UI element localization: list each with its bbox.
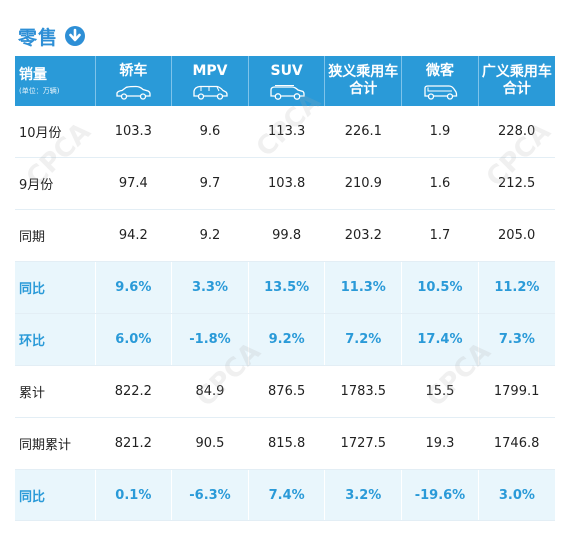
table-cell: 19.3 [401, 417, 479, 470]
table-cell: 9.6 [171, 106, 249, 158]
mpv-icon [193, 85, 228, 100]
table-cell: 821.2 [95, 417, 172, 470]
table-header-row: 销量 (单位：万辆) 轿车 MPV [15, 56, 555, 106]
minivan-icon [424, 84, 458, 100]
row-label: 10月份 [15, 106, 95, 158]
header-cell-sedan: 轿车 [95, 56, 173, 106]
table-cell: 9.6% [94, 261, 172, 314]
header-cell-suv: SUV [248, 56, 326, 106]
table-cell: 103.3 [95, 106, 172, 158]
table-cell: 3.0% [477, 469, 555, 521]
table-cell: 84.9 [171, 365, 249, 418]
table-cell: 203.2 [324, 209, 402, 262]
table-cell: 9.2 [171, 209, 249, 262]
header-cell-label: 销量 (单位：万辆) [15, 56, 96, 106]
header-label: 微客 [425, 62, 454, 79]
table-row: 累计 822.2 84.9 876.5 1783.5 15.5 1799.1 [15, 365, 555, 418]
suv-icon [269, 84, 305, 100]
table-cell: 6.0% [94, 313, 172, 366]
table-cell: 15.5 [401, 365, 479, 418]
table-cell: 7.3% [477, 313, 555, 366]
sedan-icon [116, 85, 151, 100]
header-label-main: 销量 [19, 66, 47, 83]
table-cell: -1.8% [171, 313, 249, 366]
row-label: 同期累计 [15, 417, 95, 470]
table-cell: -6.3% [171, 469, 249, 521]
table-cell: 1783.5 [324, 365, 402, 418]
table-cell: 1.7 [401, 209, 479, 262]
table-cell: 13.5% [247, 261, 325, 314]
row-label: 同期 [15, 209, 95, 262]
table-cell: 113.3 [248, 106, 325, 158]
table-cell: 3.3% [171, 261, 249, 314]
page-title: 零售 [18, 26, 59, 49]
header-label: 轿车 [119, 62, 148, 79]
table-cell: 90.5 [171, 417, 249, 470]
header-label-unit: (单位：万辆) [19, 86, 60, 95]
row-label: 环比 [15, 313, 95, 366]
table-cell: 226.1 [324, 106, 402, 158]
table-cell: 1727.5 [324, 417, 402, 470]
table-row: 同比 0.1% -6.3% 7.4% 3.2% -19.6% 3.0% [15, 469, 555, 521]
table-cell: 7.4% [247, 469, 325, 521]
table-cell: 1.6 [401, 157, 479, 210]
table-cell: 11.2% [477, 261, 555, 314]
sales-table: 销量 (单位：万辆) 轿车 MPV [15, 56, 555, 521]
table-cell: 876.5 [248, 365, 325, 418]
row-label: 累计 [15, 365, 95, 418]
table-row: 10月份 103.3 9.6 113.3 226.1 1.9 228.0 [15, 106, 555, 158]
row-label: 9月份 [15, 157, 95, 210]
header-label: MPV [192, 62, 228, 79]
table-cell: 210.9 [324, 157, 402, 210]
header-label: SUV [270, 62, 303, 79]
table-row: 9月份 97.4 9.7 103.8 210.9 1.6 212.5 [15, 157, 555, 210]
table-cell: 94.2 [95, 209, 172, 262]
header-label-line2: 合计 [349, 81, 378, 97]
table-cell: 212.5 [478, 157, 555, 210]
table-cell: 7.2% [324, 313, 402, 366]
arrow-down-circle-icon [65, 26, 86, 46]
table-cell: 1746.8 [478, 417, 555, 470]
header-label-line2: 合计 [502, 81, 531, 97]
table-cell: 99.8 [248, 209, 325, 262]
table-cell: 10.5% [401, 261, 479, 314]
table-cell: 228.0 [478, 106, 555, 158]
section-title: 零售 [18, 22, 86, 50]
table-cell: 822.2 [95, 365, 172, 418]
table-cell: 17.4% [401, 313, 479, 366]
table-cell: 205.0 [478, 209, 555, 262]
table-cell: 0.1% [94, 469, 172, 521]
table-cell: 1.9 [401, 106, 479, 158]
header-cell-narrow-pv-total: 狭义乘用车 合计 [324, 56, 403, 106]
table-cell: 9.2% [247, 313, 325, 366]
row-label: 同比 [15, 469, 95, 521]
table-cell: 815.8 [248, 417, 325, 470]
row-label: 同比 [15, 261, 95, 314]
header-cell-broad-pv-total: 广义乘用车 合计 [478, 56, 555, 106]
table-row: 同期 94.2 9.2 99.8 203.2 1.7 205.0 [15, 209, 555, 262]
table-row: 同期累计 821.2 90.5 815.8 1727.5 19.3 1746.8 [15, 417, 555, 470]
header-cell-minivan: 微客 [401, 56, 479, 106]
table-cell: 1799.1 [478, 365, 555, 418]
table-row: 环比 6.0% -1.8% 9.2% 7.2% 17.4% 7.3% [15, 313, 555, 366]
table-cell: 97.4 [95, 157, 172, 210]
table-cell: 9.7 [171, 157, 249, 210]
table-row: 同比 9.6% 3.3% 13.5% 11.3% 10.5% 11.2% [15, 261, 555, 314]
table-cell: 3.2% [324, 469, 402, 521]
header-label: 广义乘用车 [481, 64, 552, 80]
table-cell: -19.6% [401, 469, 479, 521]
header-label: 狭义乘用车 [328, 64, 399, 80]
table-cell: 103.8 [248, 157, 325, 210]
table-cell: 11.3% [324, 261, 402, 314]
header-cell-mpv: MPV [171, 56, 249, 106]
